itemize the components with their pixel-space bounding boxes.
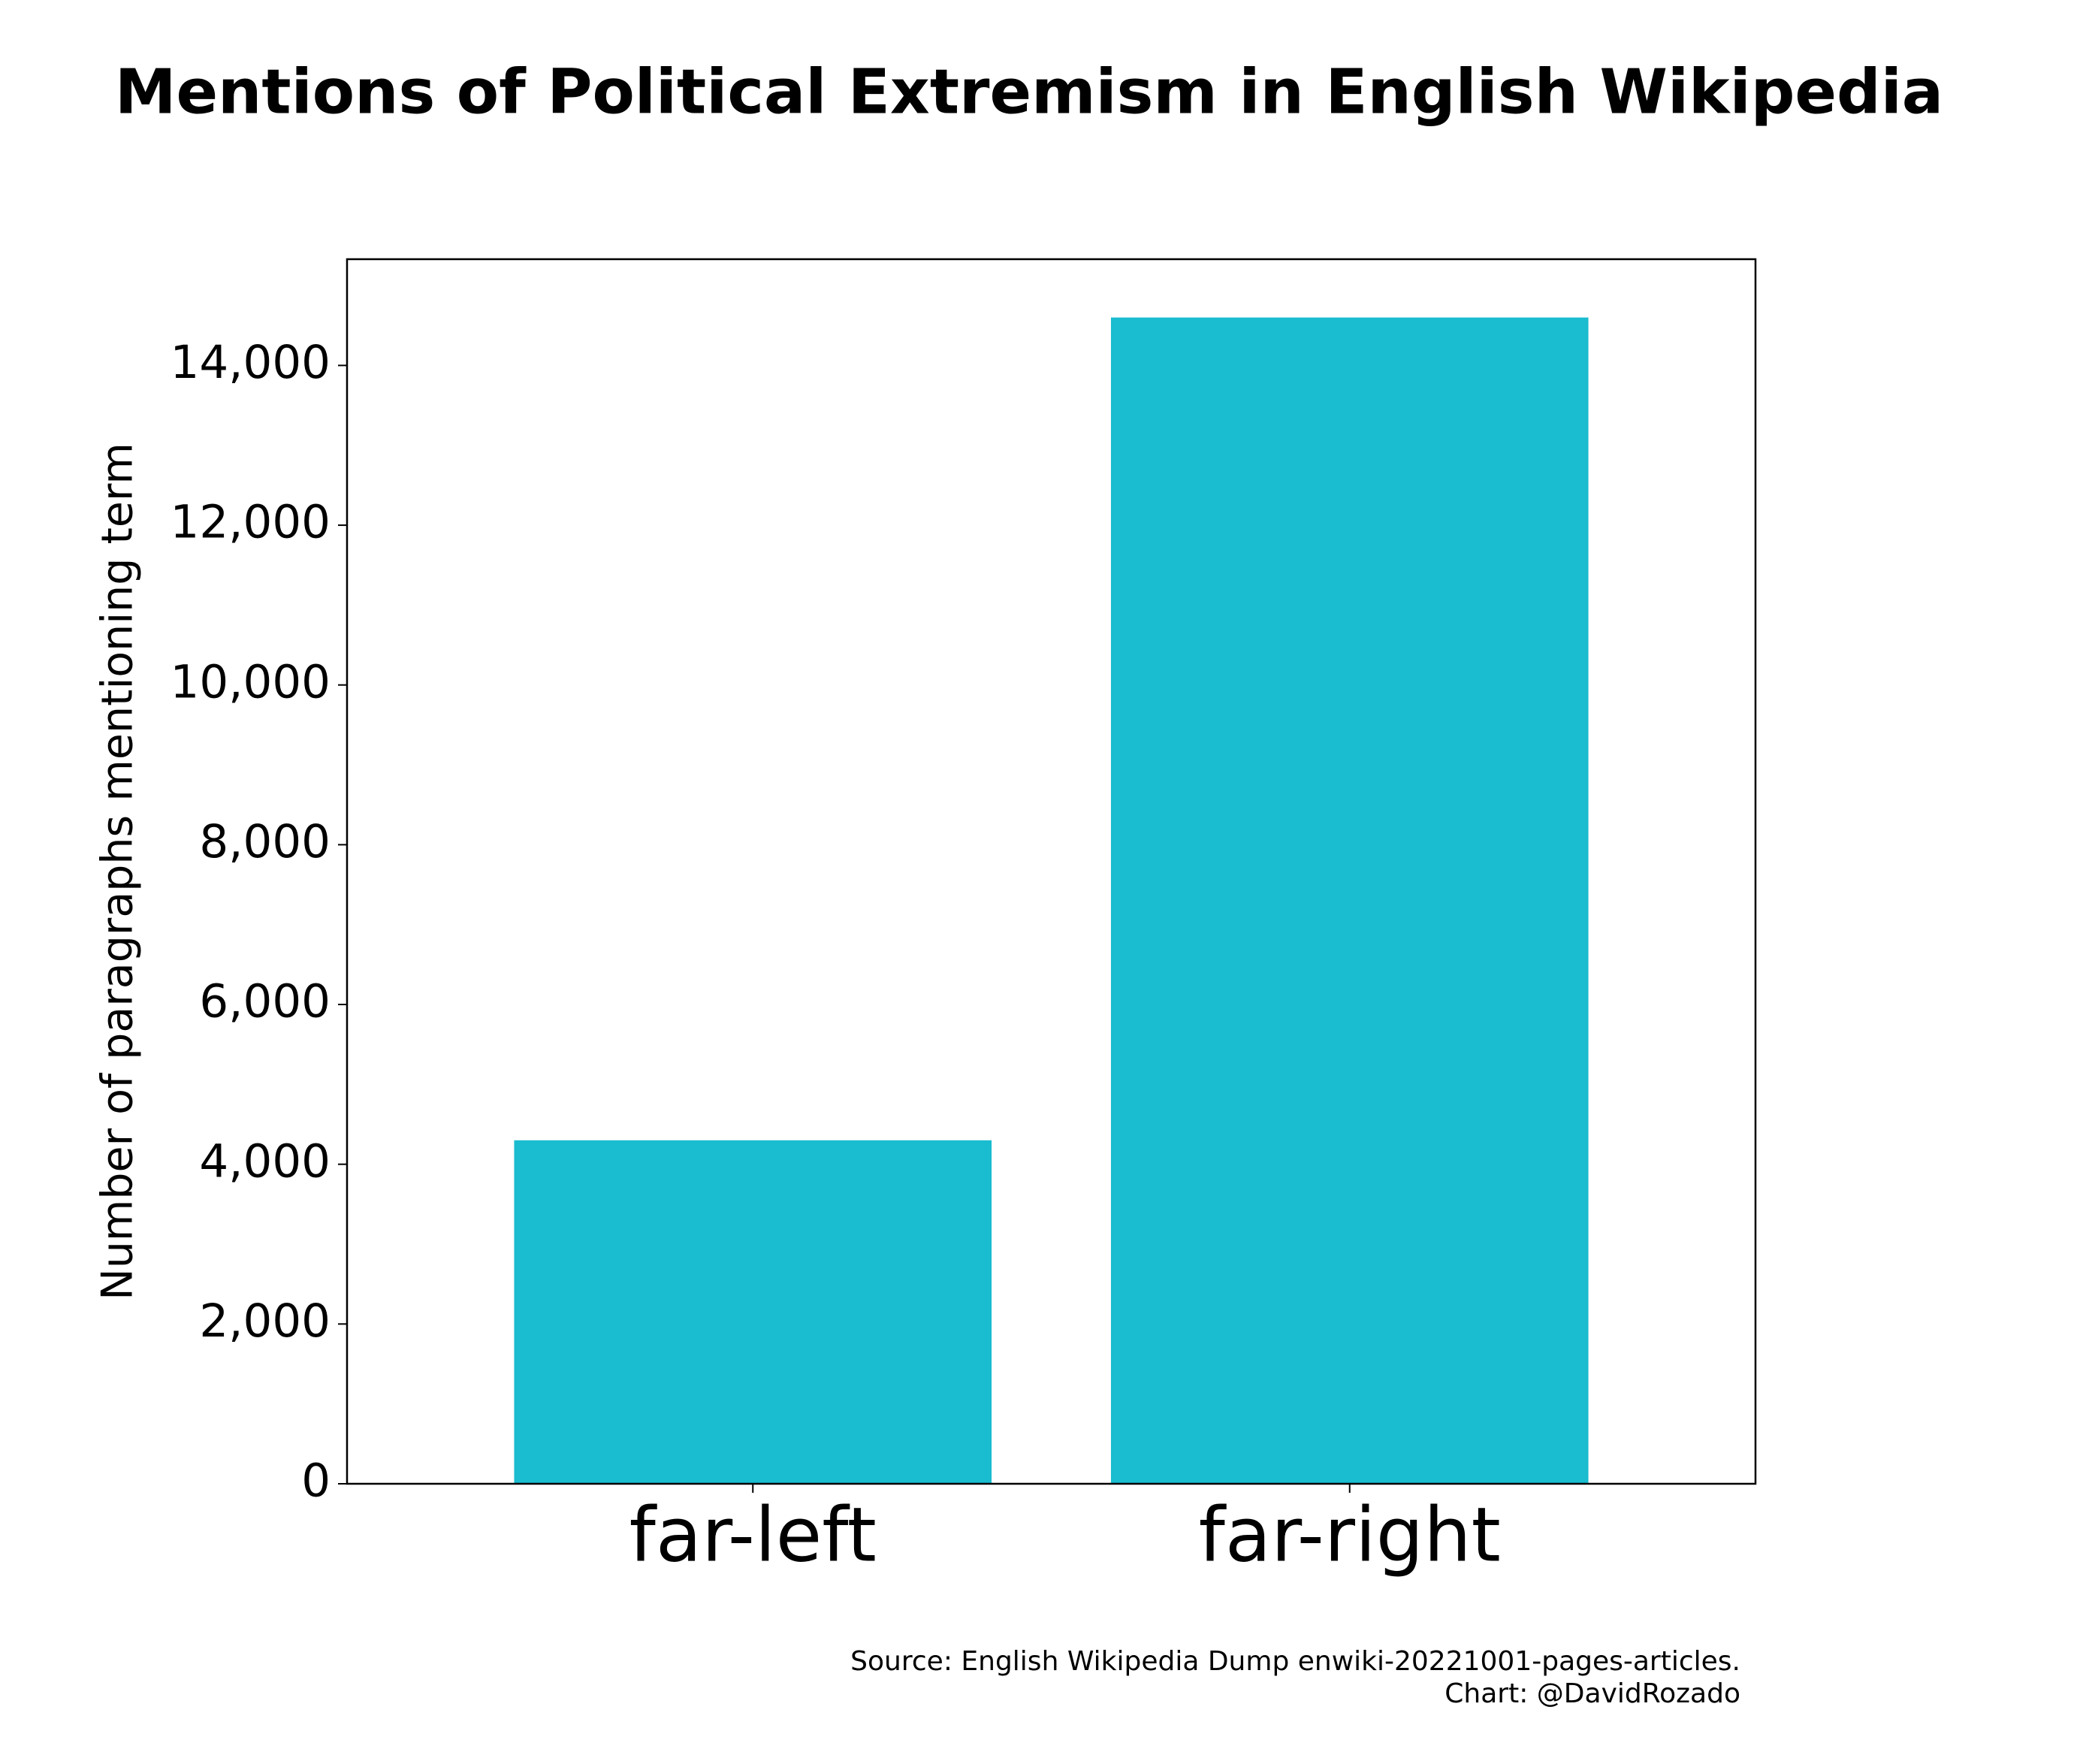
- bar: [514, 1140, 992, 1484]
- y-tick-label: 10,000: [171, 655, 331, 708]
- axes-frame: [346, 258, 1757, 1485]
- x-tick-label: far-left: [629, 1491, 877, 1578]
- bar: [1110, 317, 1589, 1485]
- y-tick-label: 4,000: [199, 1134, 331, 1188]
- y-tick-label: 8,000: [199, 815, 331, 868]
- y-axis-label: Number of paragraphs mentioning term: [93, 443, 143, 1300]
- y-tick-label: 0: [301, 1454, 331, 1508]
- source-note: Source: English Wikipedia Dump enwiki-20…: [850, 1646, 1740, 1677]
- y-tick-label: 14,000: [171, 336, 331, 389]
- y-tick-label: 12,000: [171, 496, 331, 549]
- y-tick-label: 2,000: [199, 1294, 331, 1348]
- x-tick-label: far-right: [1199, 1491, 1501, 1578]
- credit-note: Chart: @DavidRozado: [1445, 1678, 1740, 1709]
- y-tick-label: 6,000: [199, 975, 331, 1028]
- chart-title: Mentions of Political Extremism in Engli…: [115, 56, 1943, 128]
